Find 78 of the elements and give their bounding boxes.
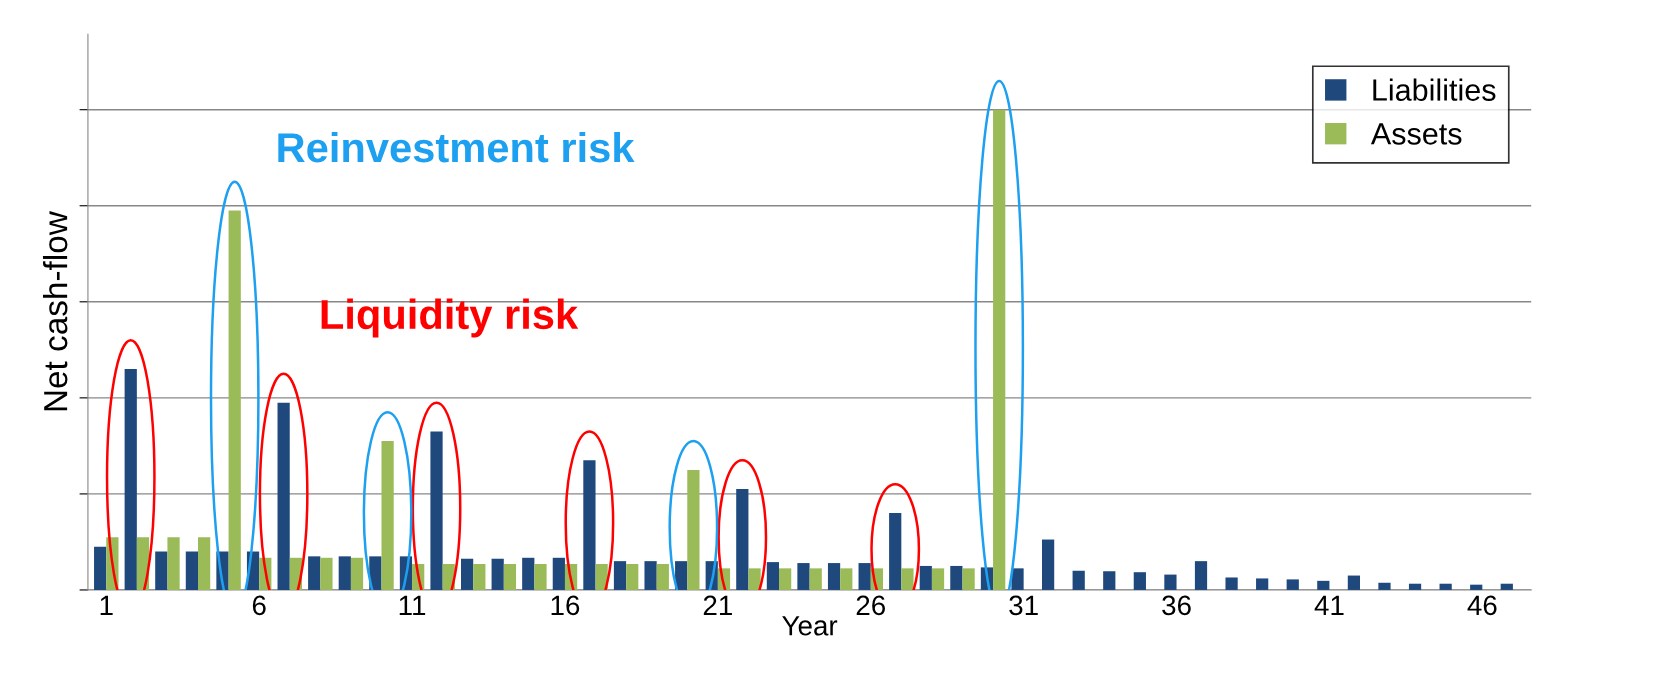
- bar: [675, 561, 688, 590]
- bar: [1103, 571, 1116, 590]
- bar: [198, 537, 211, 590]
- y-axis-title: Net cash-flow: [42, 211, 68, 411]
- bar: [889, 513, 902, 590]
- bar: [613, 561, 627, 590]
- x-tick-label: 11: [399, 595, 426, 615]
- bar: [626, 564, 639, 590]
- bar: [94, 546, 107, 590]
- x-tick-label: 6: [252, 595, 266, 616]
- bar: [552, 557, 565, 590]
- bar: [1011, 568, 1024, 590]
- bar: [1317, 580, 1330, 590]
- bar: [338, 556, 351, 590]
- bar: [748, 568, 761, 590]
- bar: [1347, 575, 1361, 590]
- bar: [430, 431, 443, 590]
- bar: [1439, 583, 1452, 590]
- bar: [656, 564, 669, 590]
- bar: [644, 561, 657, 590]
- bar: [473, 564, 486, 590]
- x-tick-label: 21: [703, 595, 732, 615]
- x-tick-label: 36: [1162, 595, 1191, 616]
- bar: [901, 568, 914, 590]
- bar: [185, 551, 199, 590]
- bar: [350, 557, 364, 590]
- bar: [736, 489, 749, 590]
- bar: [320, 557, 333, 590]
- bar: [1041, 539, 1055, 590]
- bar: [858, 563, 871, 590]
- bar: [1225, 577, 1238, 590]
- bar: [827, 563, 841, 590]
- bar: [1500, 583, 1513, 590]
- bar: [534, 564, 547, 590]
- x-axis-title: Year: [782, 616, 838, 636]
- x-tick-label: 1: [100, 595, 113, 615]
- legend-label: Assets: [1370, 123, 1462, 145]
- bar: [155, 551, 168, 590]
- bar: [809, 568, 822, 590]
- annotation: Reinvestment risk: [278, 131, 635, 163]
- bar: [1133, 572, 1146, 590]
- bar: [931, 568, 945, 590]
- x-tick-label: 26: [856, 595, 885, 616]
- bar: [797, 563, 810, 590]
- bar: [1194, 561, 1208, 590]
- bar: [779, 568, 792, 590]
- bar: [277, 402, 290, 590]
- bar: [993, 109, 1006, 590]
- bar: [381, 441, 394, 590]
- bar: [308, 556, 321, 590]
- annotation: Liquidity risk: [321, 298, 579, 338]
- bar: [228, 210, 241, 590]
- bar: [766, 562, 780, 590]
- bar: [687, 469, 700, 590]
- x-tick-label: 31: [1009, 595, 1038, 616]
- bar: [1072, 570, 1085, 590]
- bar: [1408, 583, 1422, 590]
- bar: [962, 568, 975, 590]
- bar: [1286, 579, 1299, 590]
- bar: [491, 558, 504, 590]
- bar: [919, 565, 932, 590]
- bar: [1470, 584, 1483, 590]
- bar: [1378, 582, 1391, 590]
- bar: [1164, 574, 1177, 590]
- bar: [950, 565, 963, 590]
- bar: [460, 558, 474, 590]
- bar: [1256, 578, 1269, 590]
- x-tick-label: 16: [551, 595, 580, 616]
- bar: [503, 564, 517, 590]
- bar: [167, 537, 180, 590]
- bar: [522, 557, 535, 590]
- bar: [369, 556, 382, 590]
- bar: [583, 460, 596, 590]
- x-tick-label: 41: [1314, 595, 1344, 615]
- bar: [840, 568, 853, 590]
- x-tick-label: 46: [1467, 595, 1497, 616]
- bar: [124, 369, 137, 590]
- legend-label: Liabilities: [1373, 78, 1496, 101]
